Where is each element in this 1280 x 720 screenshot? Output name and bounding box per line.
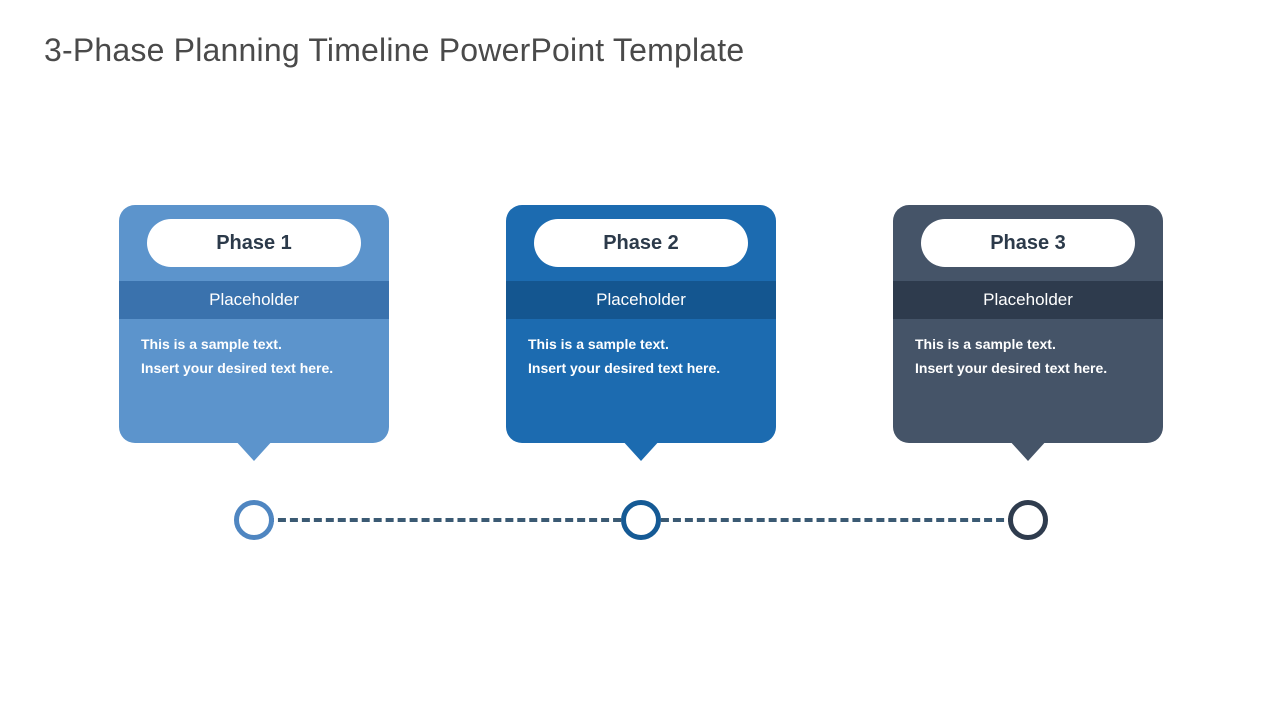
phase-pill: Phase 2 — [534, 219, 748, 267]
phase-body-line: This is a sample text. — [141, 333, 367, 357]
phase-body-line: Insert your desired text here. — [141, 357, 367, 381]
phase-subtitle: Placeholder — [596, 290, 686, 310]
phase-label: Phase 2 — [603, 232, 679, 255]
phase-body-line: This is a sample text. — [528, 333, 754, 357]
slide-title: 3-Phase Planning Timeline PowerPoint Tem… — [44, 32, 744, 69]
timeline-node-2 — [621, 500, 661, 540]
timeline-node-1 — [234, 500, 274, 540]
phase-body-line: Insert your desired text here. — [528, 357, 754, 381]
callout-pointer-icon — [234, 439, 274, 461]
slide-stage: 3-Phase Planning Timeline PowerPoint Tem… — [0, 0, 1280, 720]
phase-card-2: Phase 2 Placeholder This is a sample tex… — [506, 205, 776, 443]
phase-subtitle: Placeholder — [209, 290, 299, 310]
phase-card-1: Phase 1 Placeholder This is a sample tex… — [119, 205, 389, 443]
phase-pill: Phase 3 — [921, 219, 1135, 267]
phase-subtitle-bar: Placeholder — [893, 281, 1163, 319]
phase-subtitle-bar: Placeholder — [119, 281, 389, 319]
phase-subtitle: Placeholder — [983, 290, 1073, 310]
timeline-node-3 — [1008, 500, 1048, 540]
phase-body: This is a sample text. Insert your desir… — [506, 319, 776, 381]
phase-label: Phase 1 — [216, 232, 292, 255]
callout-pointer-icon — [621, 439, 661, 461]
phase-body: This is a sample text. Insert your desir… — [893, 319, 1163, 381]
phase-label: Phase 3 — [990, 232, 1066, 255]
callout-pointer-icon — [1008, 439, 1048, 461]
phase-body-line: This is a sample text. — [915, 333, 1141, 357]
phase-card-3: Phase 3 Placeholder This is a sample tex… — [893, 205, 1163, 443]
phase-pill: Phase 1 — [147, 219, 361, 267]
phase-body-line: Insert your desired text here. — [915, 357, 1141, 381]
phase-body: This is a sample text. Insert your desir… — [119, 319, 389, 381]
phase-subtitle-bar: Placeholder — [506, 281, 776, 319]
